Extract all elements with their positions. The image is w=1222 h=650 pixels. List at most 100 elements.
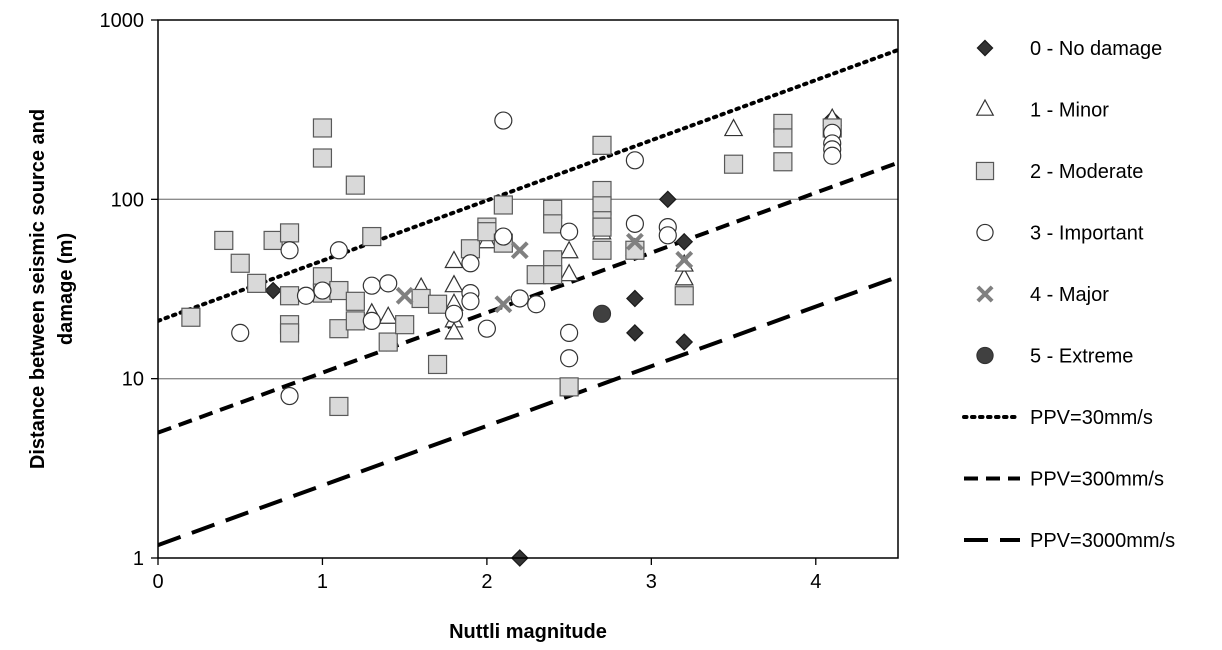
data-point [329, 241, 348, 260]
data-point [559, 377, 579, 397]
data-point [625, 151, 644, 170]
y-tick-label: 100 [111, 189, 144, 211]
data-point [379, 274, 398, 293]
data-point [559, 263, 579, 282]
legend: 0 - No damage 1 - Minor 2 - Moderate 3 - Im… [962, 38, 1175, 552]
data-point [280, 386, 299, 406]
legend-item: 1 - Minor [975, 98, 1109, 122]
series-4 [395, 232, 694, 314]
legend-marker [975, 98, 995, 116]
series-5 [592, 304, 612, 323]
legend-label: 1 - Minor [1030, 100, 1109, 122]
data-point [279, 286, 300, 306]
gridlines [158, 198, 898, 380]
data-point [181, 307, 201, 327]
data-point [592, 240, 612, 260]
legend-item: 3 - Important [976, 223, 1144, 245]
data-point [560, 323, 579, 342]
data-point [247, 273, 267, 293]
data-point [658, 190, 677, 209]
data-point [560, 222, 579, 241]
data-point [674, 267, 694, 286]
legend-item: 0 - No damage [976, 38, 1162, 60]
y-tick-label: 1000 [100, 10, 145, 32]
data-point [362, 276, 381, 295]
legend-item: PPV=30mm/s [962, 407, 1153, 429]
data-point [510, 289, 529, 308]
data-point [625, 214, 644, 233]
y-axis-title-line-1: Distance between seismic source and [27, 109, 49, 469]
data-point [543, 214, 563, 234]
data-point [592, 217, 612, 237]
x-tick-label: 4 [810, 571, 821, 593]
legend-label: 4 - Major [1030, 284, 1109, 306]
legend-item: PPV=3000mm/s [964, 530, 1175, 552]
data-point [329, 396, 349, 417]
data-point [592, 304, 612, 323]
data-point [345, 291, 365, 311]
plot-area-frame [157, 19, 899, 559]
data-point [461, 292, 480, 311]
data-point [560, 349, 579, 368]
x-tick-label: 2 [481, 571, 492, 593]
legend-label: PPV=30mm/s [1030, 407, 1153, 429]
ppv-line [158, 274, 898, 547]
data-point [444, 274, 464, 293]
data-point [427, 354, 448, 375]
legend-marker [976, 285, 994, 303]
data-point [592, 135, 612, 155]
x-tick-label: 3 [646, 571, 657, 593]
data-point [444, 250, 464, 269]
data-point [773, 128, 793, 148]
data-point [231, 323, 250, 342]
data-point [312, 148, 333, 168]
data-point [543, 265, 563, 285]
data-point [313, 281, 332, 300]
ppv-lines [158, 48, 898, 547]
data-point [493, 195, 513, 215]
data-point [280, 241, 299, 260]
data-point [411, 288, 431, 309]
data-point [510, 241, 529, 260]
data-point [395, 286, 414, 305]
legend-label: PPV=300mm/s [1030, 469, 1164, 491]
legend-marker [976, 346, 994, 365]
legend-item: 4 - Major [976, 284, 1109, 306]
data-point [378, 332, 398, 352]
data-point [345, 175, 365, 195]
data-point [461, 254, 480, 273]
legend-label: 2 - Moderate [1030, 161, 1143, 183]
legend-label: 0 - No damage [1030, 38, 1162, 60]
legend-marker [976, 39, 994, 57]
data-point [675, 333, 694, 351]
data-point [559, 240, 579, 259]
y-tick-label: 1 [133, 548, 144, 570]
legend-marker [976, 223, 994, 242]
data-point [296, 286, 316, 305]
y-tick-label: 10 [122, 369, 144, 391]
data-point [362, 226, 382, 247]
data-point [823, 146, 842, 165]
legend-label: 3 - Important [1030, 223, 1144, 245]
data-point [527, 295, 546, 314]
data-point [675, 250, 694, 269]
series-3 [231, 111, 842, 406]
data-point [279, 323, 300, 343]
data-point [230, 253, 250, 273]
data-point [477, 222, 497, 242]
x-axis-title: Nuttli magnitude [449, 621, 607, 643]
legend-item: PPV=300mm/s [964, 469, 1164, 491]
data-points [181, 107, 842, 567]
data-point [378, 306, 398, 324]
data-point [329, 280, 349, 301]
data-point [723, 154, 744, 174]
data-point [675, 232, 694, 251]
data-point [674, 286, 694, 306]
data-point [723, 118, 744, 137]
legend-item: 5 - Extreme [976, 346, 1133, 368]
data-point [395, 315, 415, 335]
y-axis-title: Distance between seismic source and dama… [27, 109, 77, 469]
data-point [477, 319, 496, 338]
